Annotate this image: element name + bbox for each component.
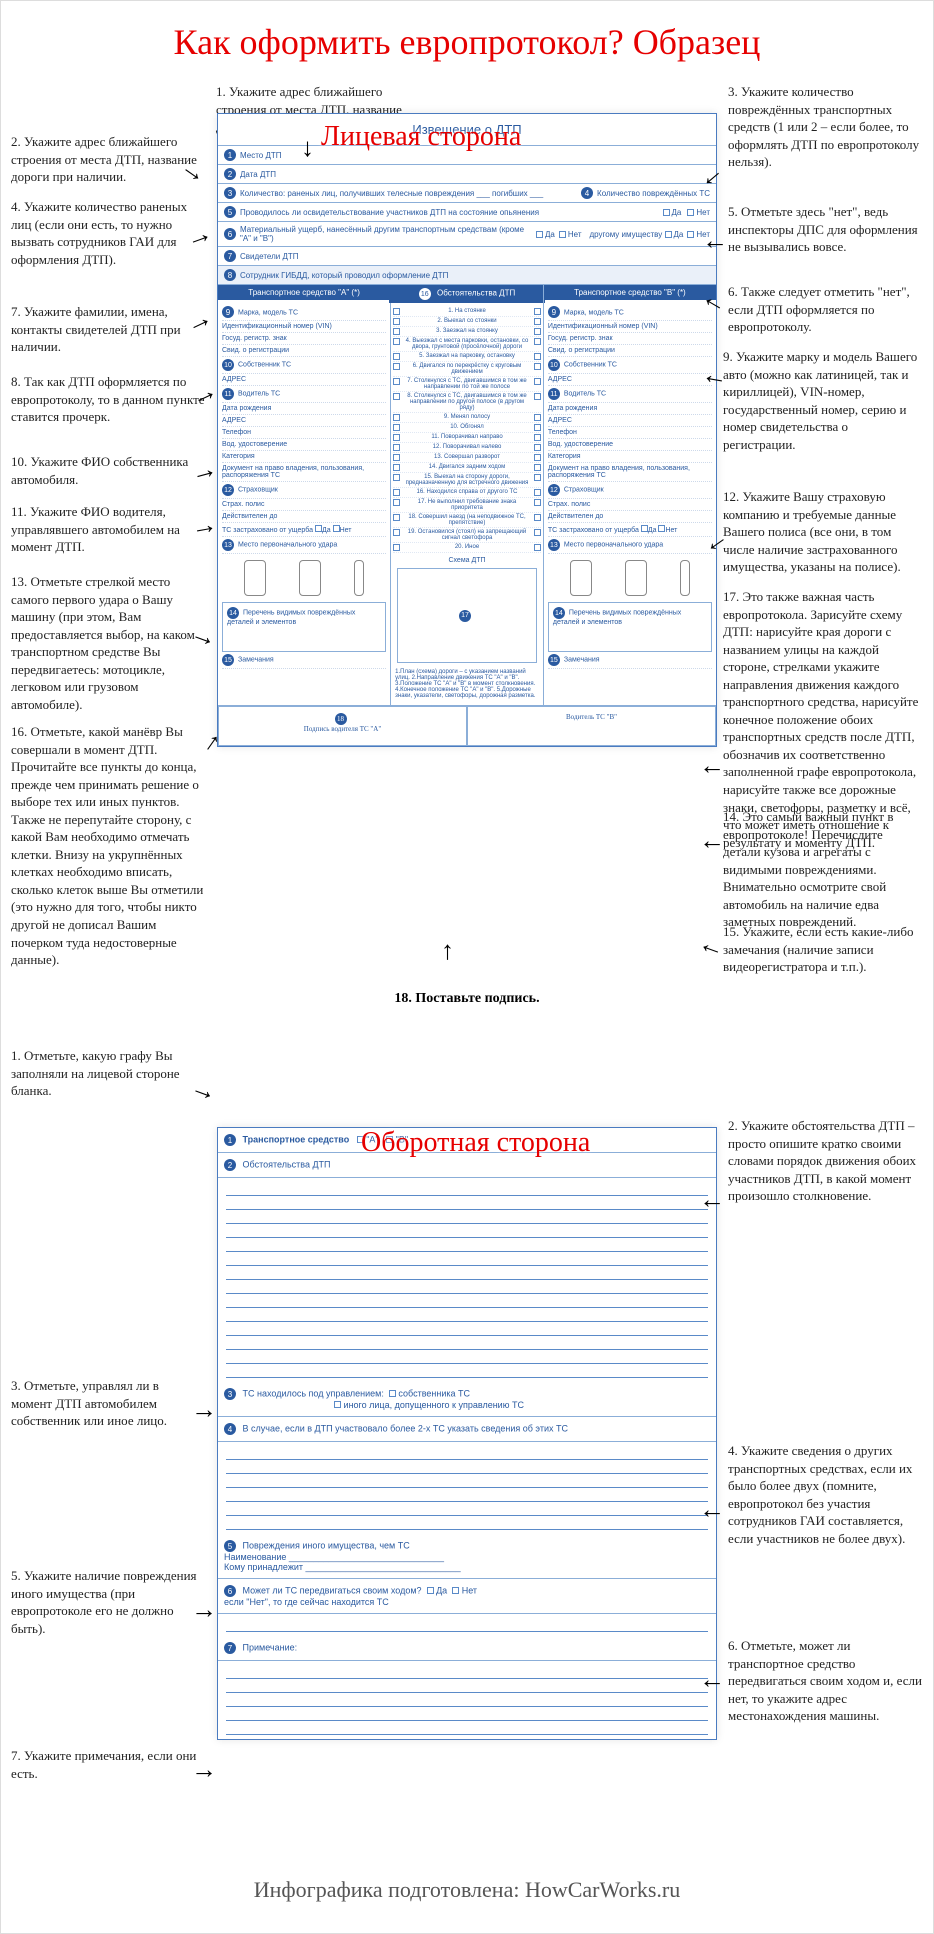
ann-b7: 7. Укажите примечания, если они есть.: [11, 1747, 201, 1782]
footer-credit: Инфографика подготовлена: HowCarWorks.ru: [11, 1877, 923, 1903]
infographic-page: Как оформить европротокол? Образец Лицев…: [0, 0, 934, 1934]
circumstance-item: 16. Находился справа от другого ТС: [393, 488, 541, 498]
ann-b1: 1. Отметьте, какую графу Вы заполняли на…: [11, 1047, 201, 1100]
circumstance-item: 5. Заезжал на парковку, остановку: [393, 352, 541, 362]
ann-12: 12. Укажите Вашу страховую компанию и тр…: [723, 488, 923, 576]
circumstance-item: 13. Совершал разворот: [393, 453, 541, 463]
main-title: Как оформить европротокол? Образец: [11, 21, 923, 63]
arrow-icon: ←: [700, 361, 730, 391]
ann-4: 4. Укажите количество раненых лиц (если …: [11, 198, 201, 268]
field-3: Количество: раненых лиц, получивших теле…: [240, 189, 581, 198]
ann-13: 13. Отметьте стрелкой место самого перво…: [11, 573, 211, 713]
circumstance-item: 4. Выезжал с места парковки, остановки, …: [393, 337, 541, 352]
ann-2: 2. Укажите адрес ближайшего строения от …: [11, 133, 206, 186]
ann-15: 15. Укажите, если есть какие-либо замеча…: [723, 923, 923, 976]
ann-16: 16. Отметьте, какой манёвр Вы совершали …: [11, 723, 211, 969]
ann-10: 10. Укажите ФИО собственника автомобиля.: [11, 453, 206, 488]
ann-b3: 3. Отметьте, управлял ли в момент ДТП ав…: [11, 1377, 201, 1430]
field-7: Сотрудник ГИБДД, который проводил оформл…: [240, 271, 448, 280]
circumstance-item: 15. Выехал на сторону дороги, предназнач…: [393, 473, 541, 488]
circumstance-item: 17. Не выполнил требование знака приорит…: [393, 498, 541, 513]
arrow-icon: ←: [699, 828, 725, 854]
circumstance-item: 8. Столкнулся с ТС, двигавшимся в том же…: [393, 392, 541, 413]
circumstance-item: 6. Двигался по перекрёстку с круговым дв…: [393, 362, 541, 377]
vehicle-a-col: Транспортное средство "А" (*) 9Марка, мо…: [218, 285, 390, 705]
arrow-icon: ←: [699, 1497, 725, 1523]
ann-5: 5. Отметьте здесь "нет", ведь инспекторы…: [728, 203, 923, 256]
arrow-icon: ↓: [301, 135, 314, 161]
field-6: Свидетели ДТП: [240, 252, 299, 261]
arrow-icon: ←: [699, 753, 725, 779]
field-4: Проводилось ли освидетельствование участ…: [240, 208, 663, 217]
ann-6: 6. Также следует отметить "нет", если ДТ…: [728, 283, 923, 336]
circumstance-item: 18. Совершил наезд (на неподвижное ТС, п…: [393, 513, 541, 528]
schema-label: Схема ДТП: [393, 557, 541, 564]
arrow-icon: →: [191, 1397, 217, 1423]
plan-text: 1.План (схема) дороги – с указанием назв…: [393, 667, 541, 701]
arrow-icon: ←: [699, 1667, 725, 1693]
circumstance-item: 11. Поворачивал направо: [393, 433, 541, 443]
arrow-icon: →: [189, 511, 219, 541]
arrow-icon: ←: [702, 228, 728, 254]
arrow-icon: ↑: [441, 938, 454, 964]
ann-11: 11. Укажите ФИО водителя, управлявшего а…: [11, 503, 206, 556]
back-label: Оборотная сторона: [361, 1127, 590, 1159]
form-front: Извещение о ДТП 1Место ДТП 2Дата ДТП 3Ко…: [217, 113, 717, 747]
circumstance-item: 1. На стоянке: [393, 307, 541, 317]
circumstances-col: 16 Обстоятельства ДТП 1. На стоянке2. Вы…: [390, 285, 543, 705]
field-1: Место ДТП: [240, 151, 282, 160]
arrow-icon: ←: [699, 1187, 725, 1213]
circumstance-item: 19. Остановился (стоял) на запрещающий с…: [393, 528, 541, 543]
ann-3: 3. Укажите количество повреждённых транс…: [728, 83, 923, 171]
circumstance-item: 7. Столкнулся с ТС, двигавшимся в том же…: [393, 377, 541, 392]
circumstance-item: 14. Двигался задним ходом: [393, 463, 541, 473]
ann-b5: 5. Укажите наличие повреждения иного иму…: [11, 1567, 201, 1637]
ann-9: 9. Укажите марку и модель Вашего авто (м…: [723, 348, 923, 453]
schema-box: 17: [397, 568, 537, 663]
circumstance-item: 3. Заезжал на стоянку: [393, 327, 541, 337]
form-back: 1 Транспортное средство "A" "B" 2 Обстоя…: [217, 1127, 717, 1740]
field-5: Материальный ущерб, нанесённый другим тр…: [240, 225, 536, 243]
field-3b: Количество повреждённых ТС: [597, 189, 710, 198]
ann-14: 14. Это самый важный пункт в европротоко…: [723, 808, 923, 931]
ann-b6: 6. Отметьте, может ли транспортное средс…: [728, 1637, 923, 1725]
ann-b2: 2. Укажите обстоятельства ДТП – просто о…: [728, 1117, 923, 1205]
circumstance-item: 2. Выехал со стоянки: [393, 317, 541, 327]
ann-18: 18. Поставьте подпись.: [11, 991, 923, 1007]
arrow-icon: →: [188, 455, 220, 487]
field-2: Дата ДТП: [240, 170, 276, 179]
circumstance-item: 10. Обгонял: [393, 423, 541, 433]
front-section: Лицевая сторона 1. Укажите адрес ближайш…: [11, 83, 923, 983]
ann-7: 7. Укажите фамилии, имена, контакты свид…: [11, 303, 201, 356]
front-label: Лицевая сторона: [321, 121, 521, 153]
circumstance-item: 9. Менял полосу: [393, 413, 541, 423]
circumstance-item: 20. Иное: [393, 543, 541, 553]
circumstance-item: 12. Поворачивал налево: [393, 443, 541, 453]
arrow-icon: →: [191, 1757, 217, 1783]
ann-b4: 4. Укажите сведения о других транспортны…: [728, 1442, 923, 1547]
vehicle-b-col: Транспортное средство "В" (*) 9Марка, мо…: [543, 285, 716, 705]
back-section: Оборотная сторона 1. Отметьте, какую гра…: [11, 1047, 923, 1827]
ann-8: 8. Так как ДТП оформляется по европроток…: [11, 373, 206, 426]
arrow-icon: →: [191, 1597, 217, 1623]
